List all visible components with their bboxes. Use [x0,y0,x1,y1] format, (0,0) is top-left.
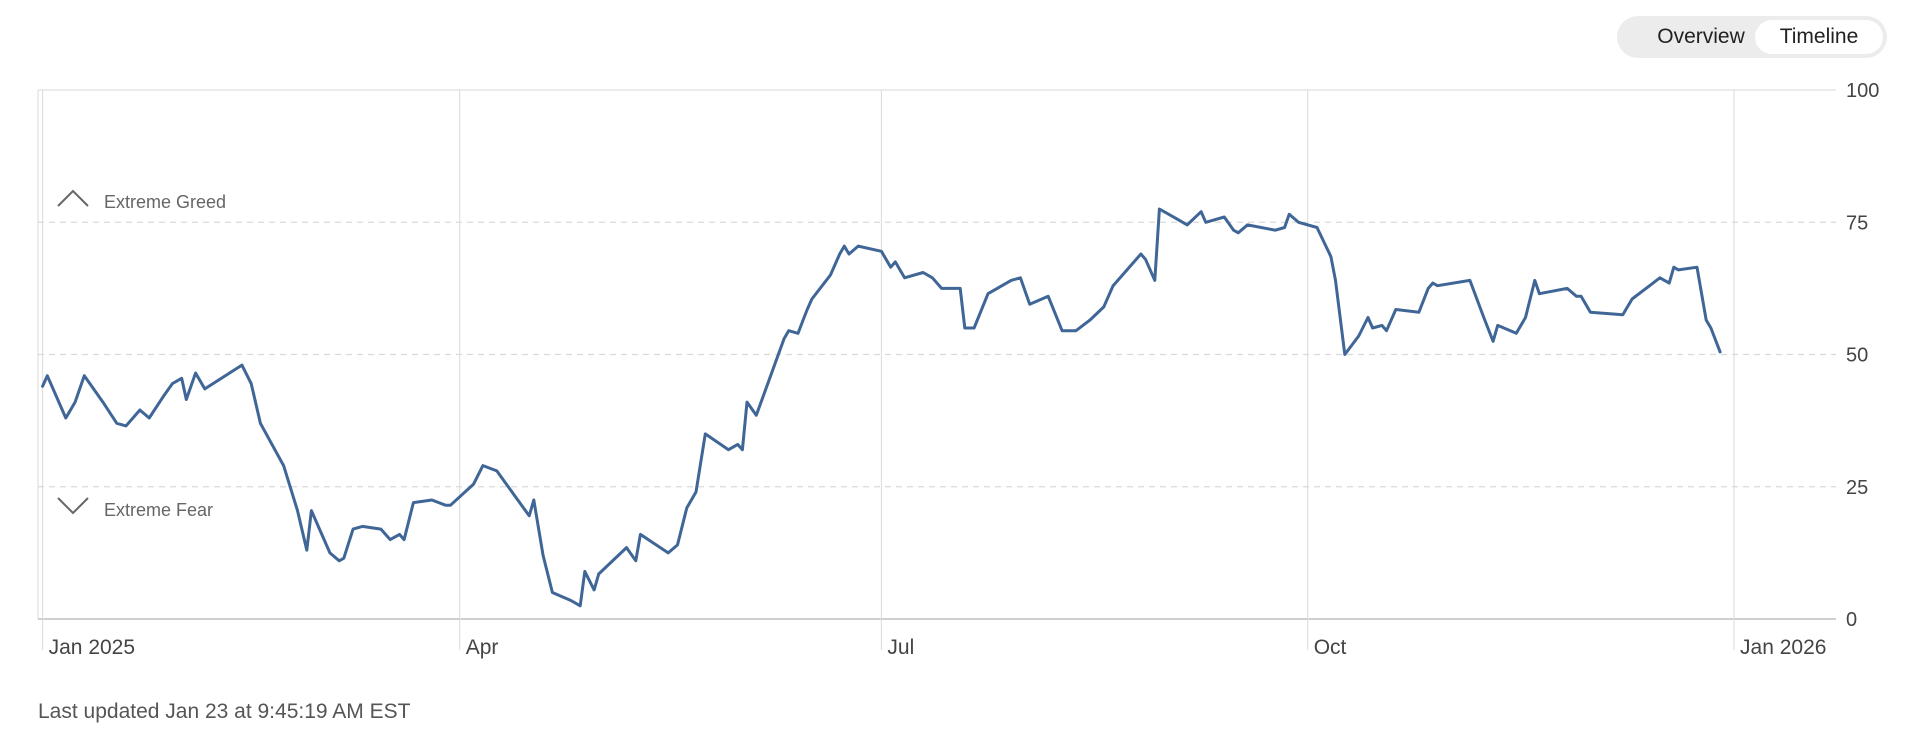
series-line [41,207,1722,608]
y-tick-label: 50 [1846,345,1868,367]
zone-label-extreme-fear: Extreme Fear [104,500,213,520]
y-tick-label: 75 [1846,212,1868,234]
x-tick-label: Oct [1314,636,1347,659]
y-tick-label: 100 [1846,80,1879,102]
x-tick-label: Jul [887,636,914,659]
timeline-tab[interactable]: Timeline [1755,20,1883,54]
overview-tab[interactable]: Overview [1657,25,1745,48]
view-toggle: Overview Timeline [1617,16,1887,58]
chevron-up-icon [57,189,89,207]
x-tick-label: Jan 2025 [49,636,135,659]
chart-grid [37,89,1836,650]
last-updated-text: Last updated Jan 23 at 9:45:19 AM EST [38,700,411,723]
y-tick-label: 25 [1846,477,1868,499]
x-tick-label: Apr [466,636,499,659]
chevron-down-icon [57,497,89,515]
zone-labels: Extreme Greed Extreme Fear [57,189,226,520]
y-tick-label: 0 [1846,609,1857,631]
zone-label-extreme-greed: Extreme Greed [104,192,226,212]
x-tick-label: Jan 2026 [1740,636,1826,659]
